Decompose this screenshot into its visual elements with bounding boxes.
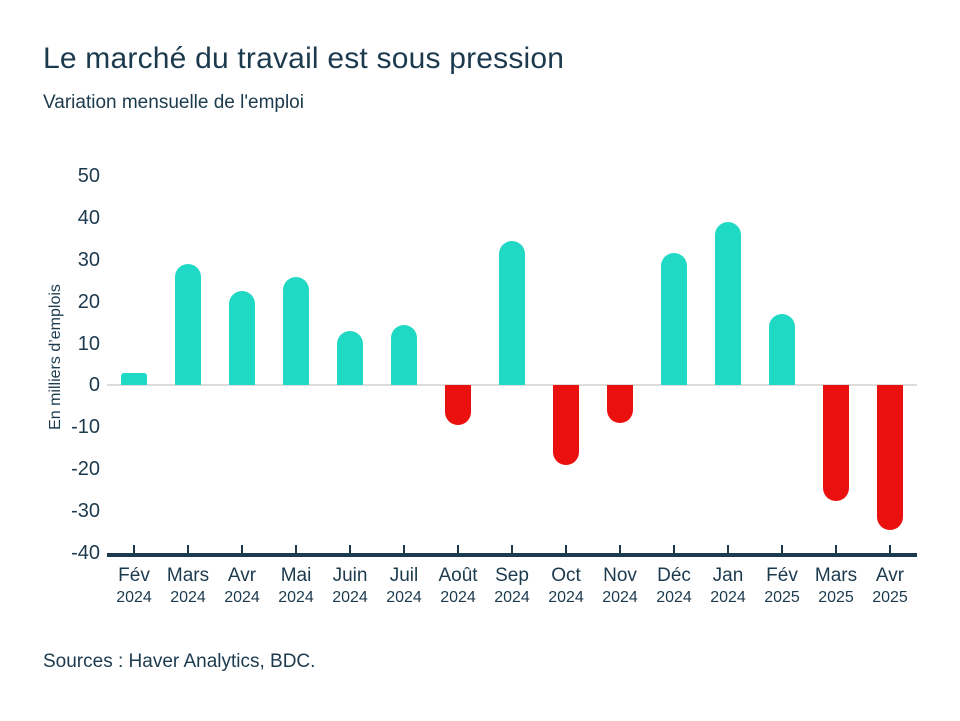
x-label-year: 2025 — [872, 589, 908, 606]
x-label-month: Nov — [603, 565, 637, 586]
x-label-month: Avr — [875, 565, 905, 586]
x-label-month: Juin — [332, 565, 368, 586]
bar — [553, 385, 579, 466]
x-axis-tick — [511, 545, 513, 553]
x-label-month: Oct — [551, 565, 581, 586]
x-label-year: 2024 — [602, 589, 638, 606]
x-label-year: 2024 — [548, 589, 584, 606]
y-tick-label: -30 — [71, 500, 100, 523]
x-label-year: 2024 — [494, 589, 530, 606]
y-tick-label: 0 — [88, 374, 100, 397]
bar — [283, 276, 309, 386]
bar — [877, 385, 903, 530]
x-axis-tick — [565, 545, 567, 553]
x-label-year: 2025 — [818, 589, 854, 606]
x-label-year: 2024 — [170, 589, 206, 606]
x-axis-tick — [349, 545, 351, 553]
x-label-month: Août — [438, 565, 478, 586]
x-axis-tick — [295, 545, 297, 553]
bar — [337, 330, 363, 386]
bar — [121, 372, 147, 386]
x-label-month: Sep — [495, 565, 529, 586]
bar — [229, 291, 255, 386]
x-label-month: Juil — [389, 565, 419, 586]
chart-subtitle: Variation mensuelle de l'emploi — [43, 92, 304, 113]
x-label-year: 2024 — [116, 589, 152, 606]
x-axis-tick — [133, 545, 135, 553]
source-note: Sources : Haver Analytics, BDC. — [43, 651, 316, 672]
x-label-year: 2024 — [656, 589, 692, 606]
x-axis-tick — [781, 545, 783, 553]
x-label-month: Fév — [766, 565, 798, 586]
y-tick-label: 20 — [77, 290, 100, 313]
bar — [445, 385, 471, 426]
x-axis-line — [107, 553, 917, 557]
x-label-month: Mars — [166, 565, 210, 586]
x-label-month: Fév — [118, 565, 150, 586]
x-label-month: Mars — [814, 565, 858, 586]
x-label-month: Mai — [280, 565, 312, 586]
x-label-year: 2024 — [332, 589, 368, 606]
bar — [607, 385, 633, 424]
y-tick-label: -40 — [71, 542, 100, 564]
x-label-month: Jan — [712, 565, 744, 586]
x-axis-tick — [187, 545, 189, 553]
x-axis-tick — [889, 545, 891, 553]
y-tick-label: 40 — [77, 206, 100, 229]
x-label-year: 2024 — [224, 589, 260, 606]
x-axis-tick — [835, 545, 837, 553]
y-tick-label: 30 — [77, 248, 100, 271]
x-axis-tick — [727, 545, 729, 553]
x-label-year: 2025 — [764, 589, 800, 606]
bar — [391, 324, 417, 386]
y-tick-label: 10 — [77, 332, 100, 355]
zero-gridline — [107, 384, 917, 387]
x-label-month: Déc — [657, 565, 691, 586]
y-tick-label: -10 — [71, 416, 100, 439]
y-tick-label: 50 — [77, 165, 100, 187]
x-axis-tick — [673, 545, 675, 553]
x-label-year: 2024 — [386, 589, 422, 606]
bar — [769, 314, 795, 386]
bar — [499, 240, 525, 386]
x-axis-tick — [457, 545, 459, 553]
x-axis-tick — [619, 545, 621, 553]
x-axis-tick — [241, 545, 243, 553]
bar — [175, 263, 201, 386]
x-axis-tick — [403, 545, 405, 553]
x-label-year: 2024 — [440, 589, 476, 606]
bar — [823, 385, 849, 501]
x-label-year: 2024 — [278, 589, 314, 606]
chart-title: Le marché du travail est sous pression — [43, 42, 565, 75]
bar — [661, 253, 687, 386]
x-label-month: Avr — [227, 565, 257, 586]
y-tick-label: -20 — [71, 458, 100, 481]
bar — [715, 222, 741, 386]
x-label-year: 2024 — [710, 589, 746, 606]
